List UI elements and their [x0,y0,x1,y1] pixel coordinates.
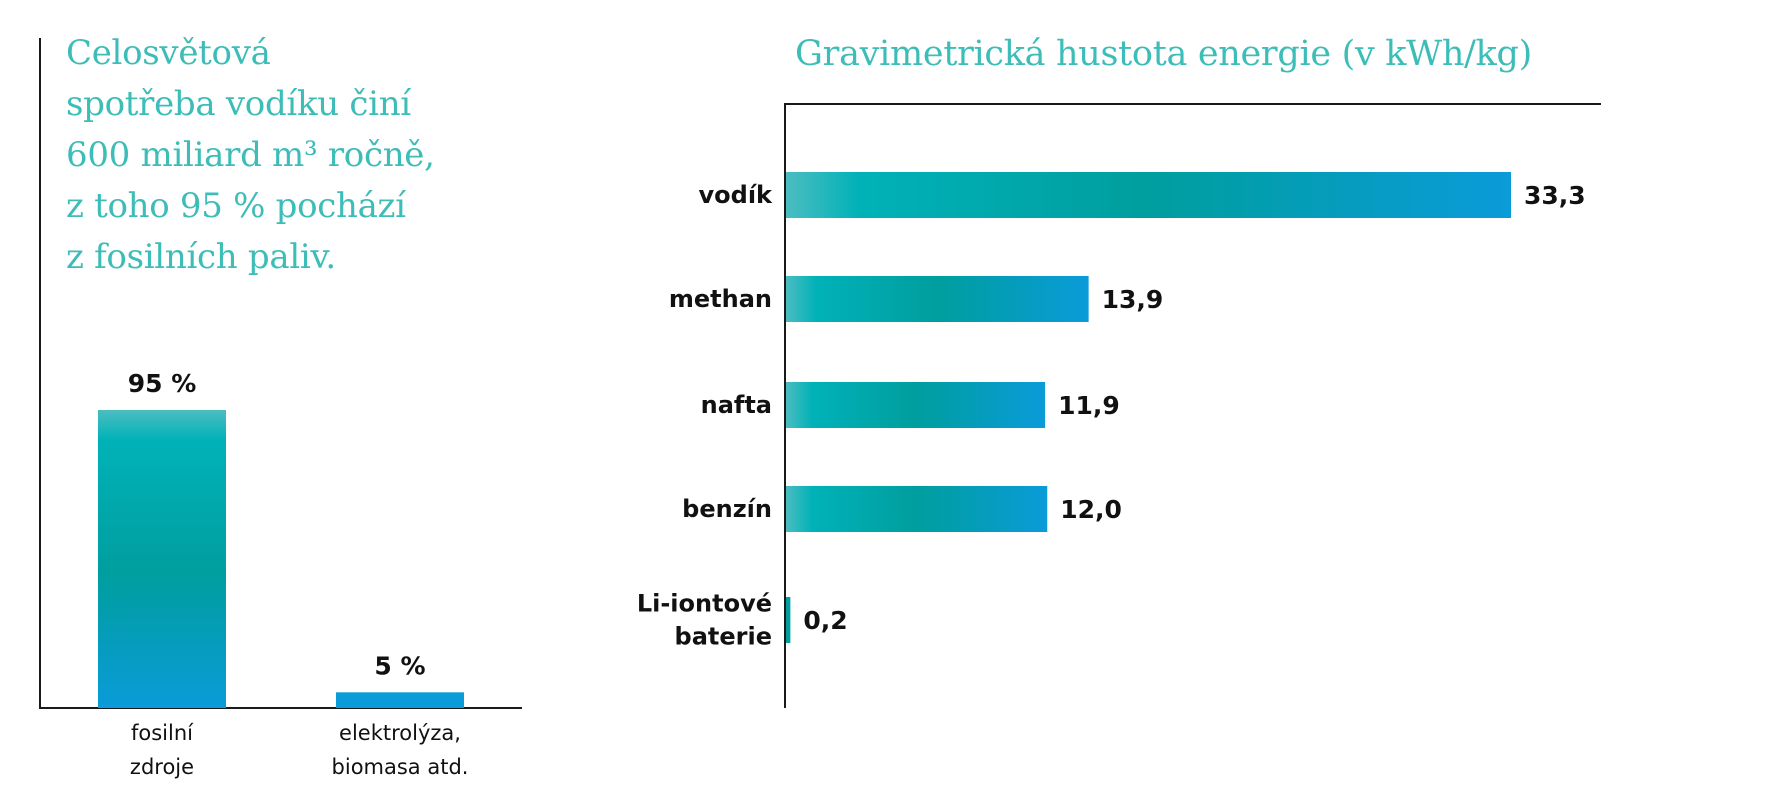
energy-category-label: Li-iontové [637,590,772,618]
headline-line-5: z fosilních paliv. [66,237,336,277]
energy-bar-value-label: 0,2 [803,606,847,635]
headline: Celosvětová spotřeba vodíku činí 600 mil… [66,28,486,283]
source-category-label: fosilní [131,721,194,745]
energy-category-label: vodík [699,181,774,209]
headline-line-4: z toho 95 % pochází [66,186,406,226]
headline-line-1: Celosvětová [66,33,271,73]
energy-bar [786,172,1511,218]
energy-bar-value-label: 33,3 [1524,181,1586,210]
source-bar [98,410,226,708]
hydrogen-source-chart: 95 % fosilní zdroje 5 % elektrolýza, biomasa … [39,38,522,779]
energy-bar-value-label: 11,9 [1058,391,1120,420]
energy-bar [786,597,791,643]
source-bar [336,692,464,708]
headline-line-3: 600 miliard m³ ročně, [66,135,435,175]
energy-category-label: baterie [675,623,772,651]
energy-density-chart-title: Gravimetrická hustota energie (v kWh/kg) [795,34,1532,74]
source-category-label: biomasa atd. [332,755,469,779]
energy-bar [786,486,1048,532]
headline-line-2: spotřeba vodíku činí [66,84,411,124]
energy-category-label: benzín [682,495,772,523]
energy-category-label: methan [669,285,772,313]
energy-category-label: nafta [701,391,772,419]
source-bar-value-label: 5 % [374,651,425,680]
energy-bar [786,382,1046,428]
energy-bar [786,276,1089,322]
energy-bar-value-label: 13,9 [1102,285,1164,314]
source-category-label: elektrolýza, [339,721,461,745]
source-bar-value-label: 95 % [128,369,197,398]
energy-density-chart: 33,3 vodík 13,9 methan 11,9 nafta 12,0 benzín 0,… [637,103,1601,708]
source-category-label: zdroje [130,755,194,779]
energy-bar-value-label: 12,0 [1060,495,1122,524]
